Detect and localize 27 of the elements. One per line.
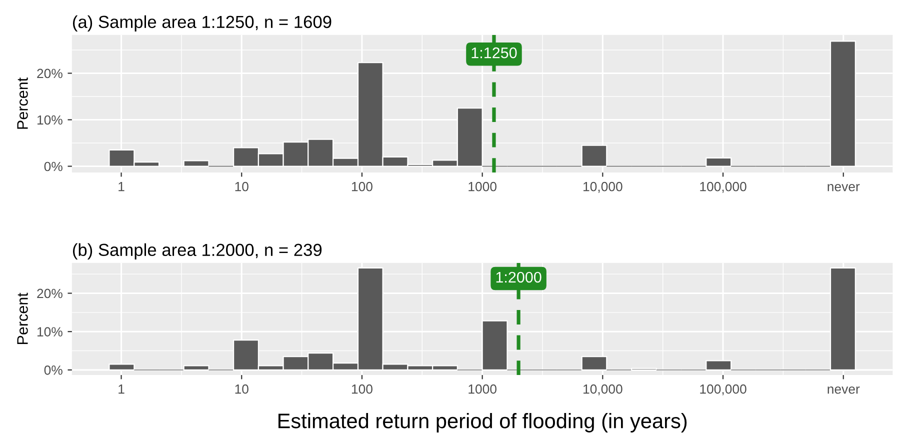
x-tick-label: never <box>828 386 860 394</box>
x-tick-label: 1000 <box>468 182 496 192</box>
y-tick-label: 0% <box>44 162 62 172</box>
x-tick-label: 1 <box>118 182 124 192</box>
x-tick-label: 100 <box>352 384 372 394</box>
y-tick-label: 0% <box>44 366 62 375</box>
x-tick-label: 10,000 <box>584 182 622 193</box>
x-axis-title: Estimated return period of flooding (in years) <box>278 413 687 432</box>
y-tick-label: 20% <box>37 68 62 78</box>
y-tick-label: 20% <box>37 288 62 298</box>
y-axis-title: Percent <box>17 77 28 129</box>
x-tick-label: 1 <box>118 384 124 394</box>
y-tick-label: 10% <box>37 327 62 336</box>
x-tick-label: 100,000 <box>700 182 746 193</box>
x-tick-label: 10 <box>235 384 248 394</box>
y-axis-title: Percent <box>17 292 28 344</box>
x-tick-label: 10,000 <box>584 384 622 396</box>
x-tick-label: 100 <box>352 182 372 192</box>
x-tick-label: 100,000 <box>700 384 746 396</box>
ref-line-label: 1:2000 <box>496 272 542 283</box>
x-tick-label: 10 <box>235 182 248 192</box>
x-tick-label: 1000 <box>468 384 496 394</box>
ref-line-label: 1:1250 <box>472 47 517 58</box>
chart-title: (b) Sample area 1:2000, n = 239 <box>72 243 322 260</box>
x-tick-label: never <box>828 184 860 192</box>
chart-title: (a) Sample area 1:1250, n = 1609 <box>72 15 332 32</box>
y-tick-label: 10% <box>37 115 62 125</box>
